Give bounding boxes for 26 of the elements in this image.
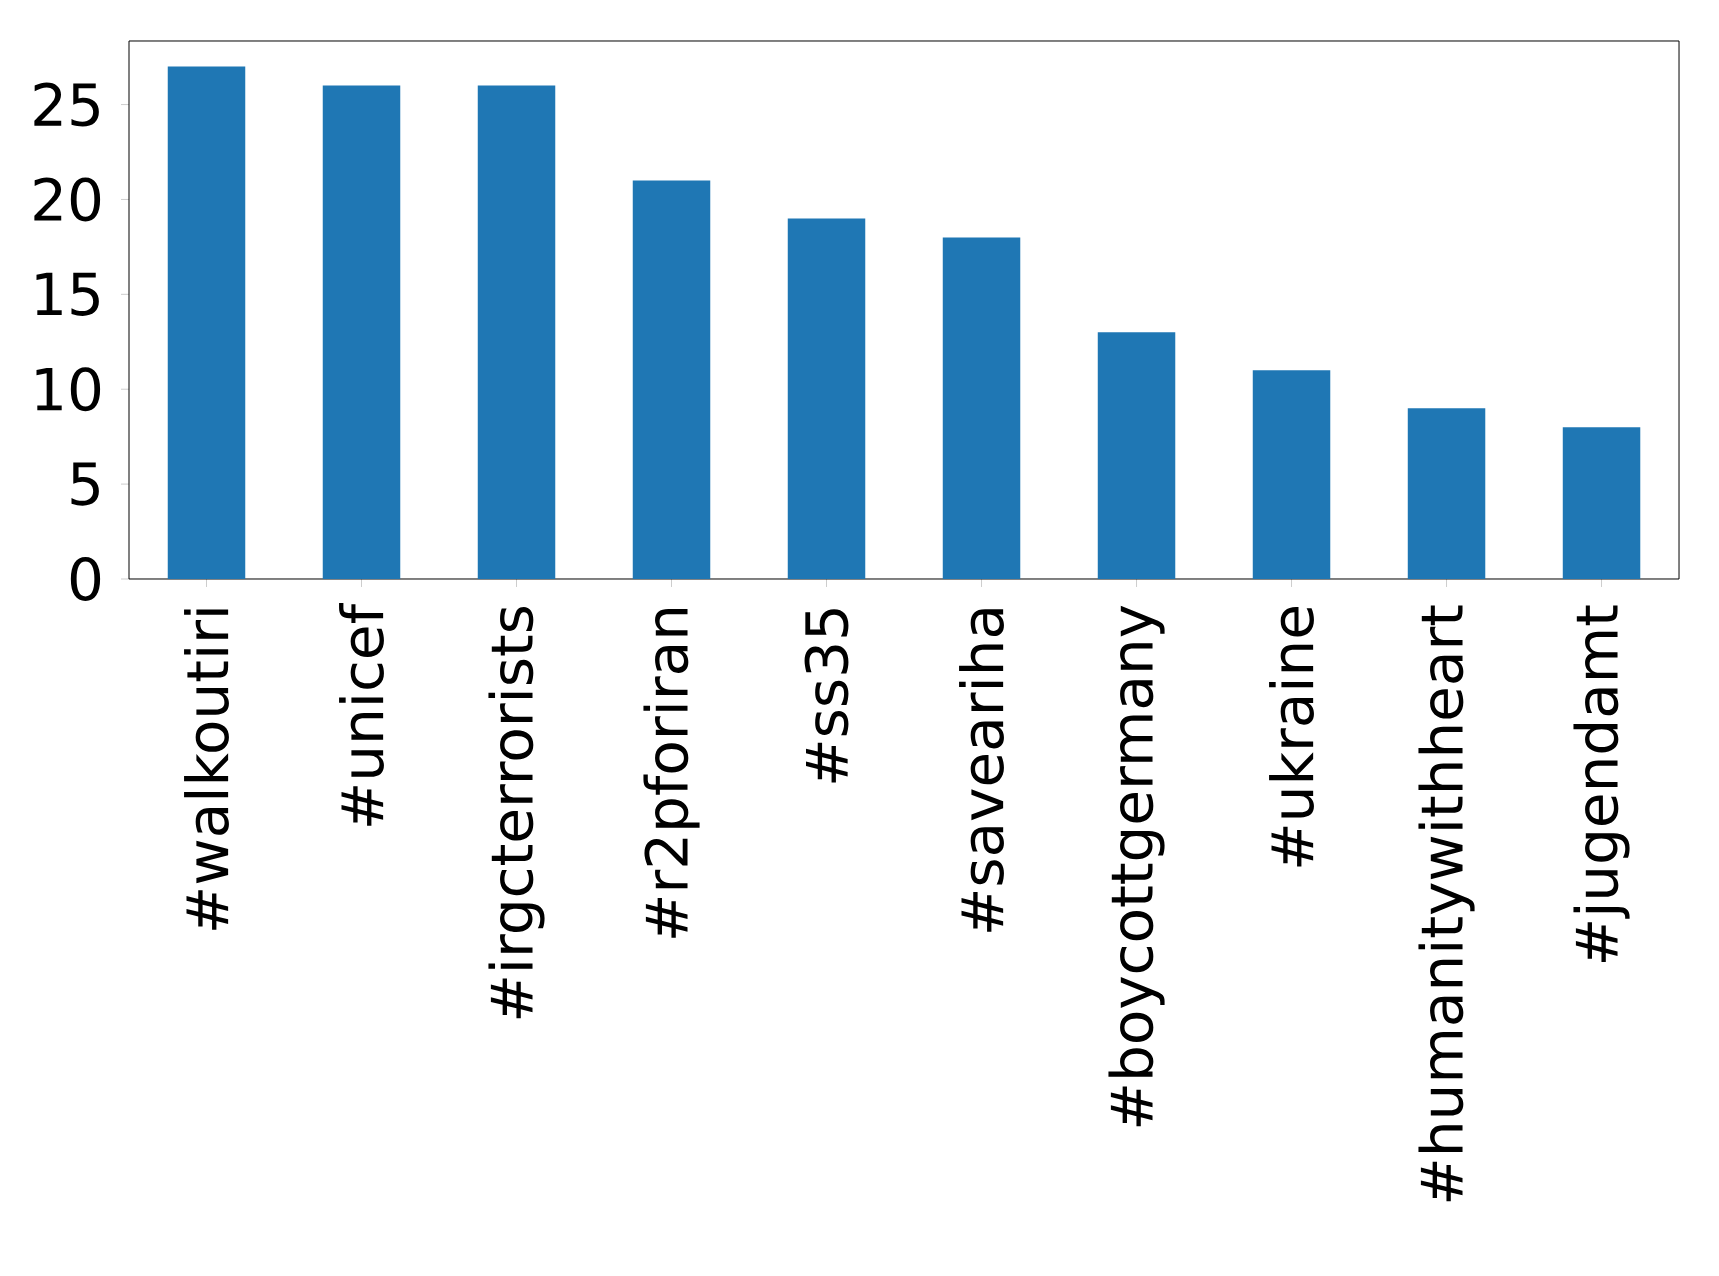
y-tick-label: 10	[36, 367, 101, 412]
bar	[1562, 427, 1641, 579]
x-tick-label: #irgcterrorists	[488, 606, 545, 1019]
y-tick-label: 20	[34, 177, 101, 222]
x-tick-label: #humanitywithheart	[1418, 605, 1475, 1202]
bar	[942, 237, 1021, 579]
x-tick-label: #ukraine	[1269, 607, 1314, 867]
x-tick-label: #boycottgermany	[1108, 605, 1165, 1127]
x-tick-label: #ss35	[804, 609, 849, 783]
bar	[322, 85, 401, 579]
x-tick-label: #saveariha	[959, 609, 1004, 932]
bar	[1097, 332, 1176, 579]
x-tick-label: #r2pforiran	[643, 608, 700, 938]
y-tick-label: 15	[36, 272, 99, 316]
y-tick-label: 25	[34, 82, 99, 127]
bar	[1252, 370, 1331, 579]
y-tick-label: 5	[71, 462, 99, 506]
y-tick-label: 0	[70, 557, 101, 601]
x-tick-label: #jugendamt	[1573, 605, 1630, 962]
bar	[632, 180, 711, 579]
x-tick-label: #walkoutiri	[184, 609, 229, 930]
bar	[167, 66, 246, 579]
bar	[1407, 408, 1486, 579]
bar	[477, 85, 556, 579]
x-tick-label: #unicef	[339, 602, 384, 826]
bar	[787, 218, 866, 579]
